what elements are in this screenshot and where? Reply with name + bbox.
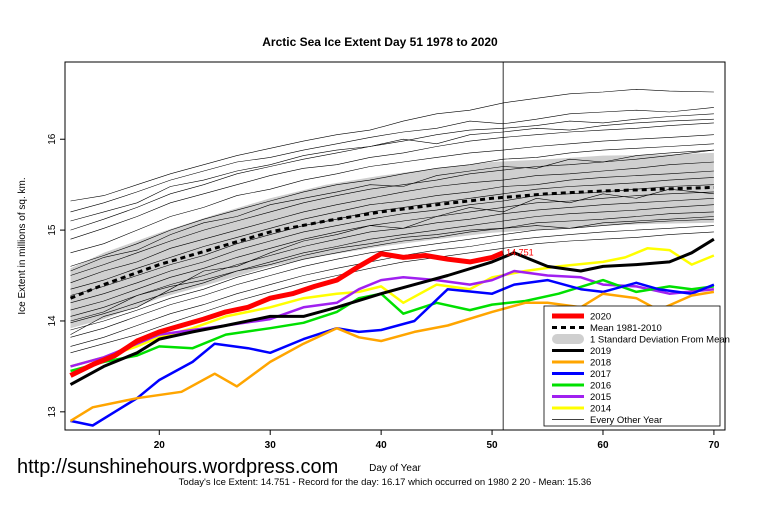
legend-label: 2019 <box>590 346 611 357</box>
series-line-2016 <box>70 278 715 373</box>
other-year-line <box>70 198 714 317</box>
other-year-line <box>70 149 714 272</box>
plot-frame <box>64 61 726 431</box>
other-year-line <box>70 225 714 347</box>
x-tick-label: 50 <box>486 440 498 451</box>
other-year-line <box>70 218 714 338</box>
x-tick-label: 30 <box>265 440 277 451</box>
other-year-line <box>70 107 714 213</box>
other-year-line <box>70 177 714 296</box>
legend-label: 2017 <box>590 369 611 380</box>
legend-label: 1 Standard Deviation From Mean <box>590 335 730 346</box>
other-year-line <box>70 188 714 335</box>
series-line-2017 <box>70 278 715 427</box>
other-year-line <box>70 170 714 290</box>
y-tick-label: 13 <box>47 406 58 418</box>
other-year-line <box>70 122 714 240</box>
series-line-2019 <box>69 237 715 386</box>
series-line-2015 <box>70 269 715 368</box>
other-year-line <box>70 118 714 222</box>
other-year-line <box>70 216 714 322</box>
other-year-line <box>70 191 714 311</box>
legend-label: 2015 <box>590 392 611 403</box>
x-tick-label: 70 <box>708 440 720 451</box>
other-year-line <box>70 161 714 284</box>
legend-swatch <box>552 334 584 344</box>
legend-label: Mean 1981-2010 <box>590 323 662 334</box>
other-year-line <box>70 134 714 254</box>
x-tick-label: 20 <box>154 440 166 451</box>
std-deviation-band <box>70 152 714 329</box>
legend-label: 2020 <box>590 312 611 323</box>
y-tick-label: 16 <box>47 133 58 145</box>
legend-label: 2018 <box>590 358 611 369</box>
other-year-line <box>70 143 714 267</box>
other-year-line <box>70 204 714 324</box>
y-axis-label: Ice Extent in millions of sq. km. <box>17 177 28 314</box>
legend-label: 2014 <box>590 404 611 415</box>
mean-line <box>69 185 714 300</box>
footer-stats: Today's Ice Extent: 14.751 - Record for … <box>179 477 592 488</box>
current-value-label: 14.751 <box>506 248 534 258</box>
series-line-2020 <box>69 250 505 378</box>
x-axis-label: Day of Year <box>369 463 421 474</box>
series-line-2018 <box>69 290 715 422</box>
other-year-line <box>70 88 714 202</box>
other-year-line <box>70 149 714 276</box>
other-year-line <box>70 211 714 331</box>
other-year-line <box>70 231 714 354</box>
x-tick-label: 40 <box>376 440 388 451</box>
y-tick-label: 15 <box>47 224 58 236</box>
legend-label: Every Other Year <box>590 415 662 426</box>
x-tick-label: 60 <box>597 440 609 451</box>
y-tick-label: 14 <box>47 315 58 327</box>
chart-title: Arctic Sea Ice Extent Day 51 1978 to 202… <box>262 35 498 49</box>
watermark-url: http://sunshinehours.wordpress.com <box>17 456 339 478</box>
other-year-line <box>70 113 714 231</box>
legend-label: 2016 <box>590 381 611 392</box>
